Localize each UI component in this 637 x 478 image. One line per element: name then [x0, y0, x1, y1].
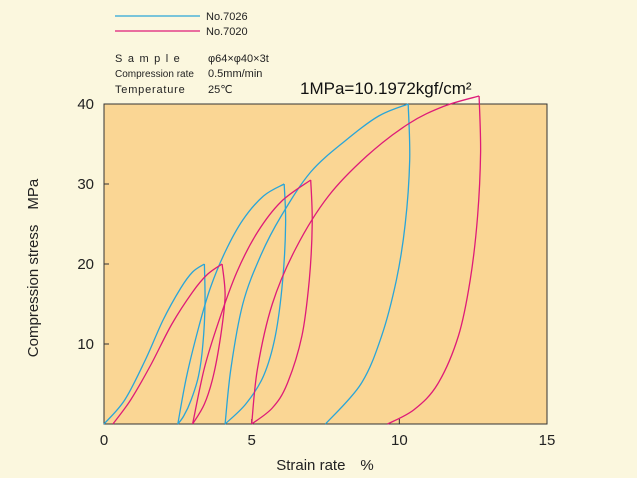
- condition-sample-label: Sample: [115, 53, 185, 65]
- curve-no7020-cycle3-loading: [251, 95, 480, 425]
- legend: No.7026 No.7020: [115, 11, 248, 38]
- condition-rate-value: 0.5mm/min: [208, 68, 262, 80]
- curve-no7020-cycle2-loading: [191, 179, 312, 425]
- condition-temperature-value: 25℃: [208, 84, 233, 96]
- condition-temperature-label: Temperature: [115, 84, 186, 96]
- curve-no7026-cycle2-loading: [177, 183, 285, 425]
- y-tick-label: 40: [77, 96, 94, 113]
- curve-no7020-cycle2-unloading: [251, 179, 313, 425]
- x-tick-label: 0: [100, 432, 108, 449]
- curve-no7026-cycle3-loading: [224, 103, 409, 425]
- x-axis-title: Strain rate %: [276, 457, 374, 474]
- test-conditions: Sample φ64×φ40×3t Compression rate 0.5mm…: [115, 53, 269, 96]
- condition-rate-label: Compression rate: [115, 69, 194, 80]
- x-tick-label: 15: [539, 432, 556, 449]
- y-tick-label: 10: [77, 336, 94, 353]
- legend-label-no7026: No.7026: [206, 11, 248, 23]
- y-tick-label: 20: [77, 256, 94, 273]
- data-curves: [103, 95, 482, 425]
- curve-no7026-cycle2-unloading: [224, 183, 287, 425]
- curve-no7020-cycle3-unloading: [387, 95, 482, 425]
- unit-conversion-note: 1MPa=10.1972kgf/cm²: [300, 79, 472, 98]
- condition-sample-value: φ64×φ40×3t: [208, 53, 269, 65]
- y-tick-label: 30: [77, 176, 94, 193]
- curve-no7026-cycle3-unloading: [325, 103, 411, 425]
- curve-no7020-cycle1-unloading: [192, 263, 226, 425]
- curve-no7020-cycle1-loading: [112, 263, 223, 425]
- axis-ticks: 0 5 10 15 10 20 30 40: [77, 96, 555, 449]
- x-tick-label: 10: [391, 432, 408, 449]
- x-tick-label: 5: [247, 432, 255, 449]
- legend-label-no7020: No.7020: [206, 26, 248, 38]
- curve-no7026-cycle1-loading: [103, 263, 205, 425]
- y-axis-title: Compression stress MPa: [25, 178, 42, 357]
